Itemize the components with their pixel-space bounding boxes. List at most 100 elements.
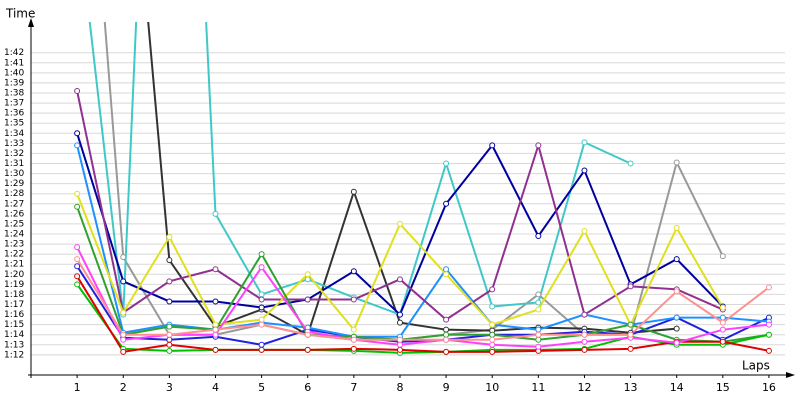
y-tick-label: 1:14 [4,330,24,340]
point [212,266,219,273]
y-tick-label: 1:18 [4,290,24,300]
point [765,284,772,291]
point [489,303,496,310]
point [443,336,450,343]
point [74,190,81,197]
x-tick-label: 12 [577,381,591,394]
y-tick-label: 1:31 [4,159,24,169]
point [719,253,726,260]
point [443,200,450,207]
point [396,220,403,227]
x-tick-label: 1 [74,381,81,394]
point [535,336,542,343]
point [396,319,403,326]
point [350,336,357,343]
point [74,142,81,149]
point [765,347,772,354]
y-tick-label: 1:38 [4,89,24,99]
x-tick-label: 13 [624,381,638,394]
x-tick-label: 14 [670,381,684,394]
point [304,296,311,303]
point [396,341,403,348]
x-tick-label: 3 [166,381,173,394]
point [120,348,127,355]
series-line [76,265,770,346]
point [535,299,542,306]
x-tick-label: 4 [212,381,219,394]
point [535,331,542,338]
point [258,346,265,353]
point [489,286,496,293]
point [765,331,772,338]
point [581,139,588,146]
point [581,331,588,338]
y-tick-label: 1:37 [4,99,24,109]
point [350,326,357,333]
point [166,323,173,330]
y-tick-label: 1:39 [4,78,24,88]
point [443,271,450,278]
point [350,296,357,303]
x-tick-label: 8 [396,381,403,394]
point [258,296,265,303]
point [304,271,311,278]
point [443,331,450,338]
point [74,203,81,210]
point [673,325,680,332]
point [535,142,542,149]
y-tick-label: 1:42 [4,48,24,58]
y-tick-label: 1:40 [4,68,24,78]
point [627,283,634,290]
y-tick-label: 1:22 [4,250,24,260]
series-line [76,246,770,348]
series-line [76,145,770,338]
point [535,326,542,333]
point [258,316,265,323]
point [581,311,588,318]
point [74,87,81,94]
x-tick-label: 10 [485,381,499,394]
point [258,341,265,348]
point [258,304,265,311]
point [120,336,127,343]
y-tick-label: 1:30 [4,169,24,179]
y-tick-label: 1:23 [4,240,24,250]
y-tick-label: 1:28 [4,189,24,199]
point [166,347,173,354]
series-line [76,206,770,343]
point [719,326,726,333]
y-tick-label: 1:32 [4,149,24,159]
point [166,341,173,348]
y-tick-label: 1:20 [4,270,24,280]
point [489,336,496,343]
point [258,321,265,328]
series-line [76,275,770,353]
x-axis-arrow [786,372,795,378]
y-tick-label: 1:34 [4,129,24,139]
point [581,227,588,234]
point [719,338,726,345]
y-tick-label: 1:35 [4,119,24,129]
point [212,346,219,353]
point [74,281,81,288]
point [673,314,680,321]
point [489,348,496,355]
y-tick-label: 1:41 [4,58,24,68]
point [396,336,403,343]
point [212,298,219,305]
point [120,309,127,316]
point [120,254,127,261]
point [74,273,81,280]
point [350,268,357,275]
x-tick-label: 11 [531,381,545,394]
x-tick-label: 5 [258,381,265,394]
x-tick-label: 16 [762,381,776,394]
point [535,233,542,240]
point [627,345,634,352]
y-axis-arrow [28,18,34,27]
y-tick-label: 1:12 [4,350,24,360]
point [535,291,542,298]
point [443,160,450,167]
point [166,257,173,264]
